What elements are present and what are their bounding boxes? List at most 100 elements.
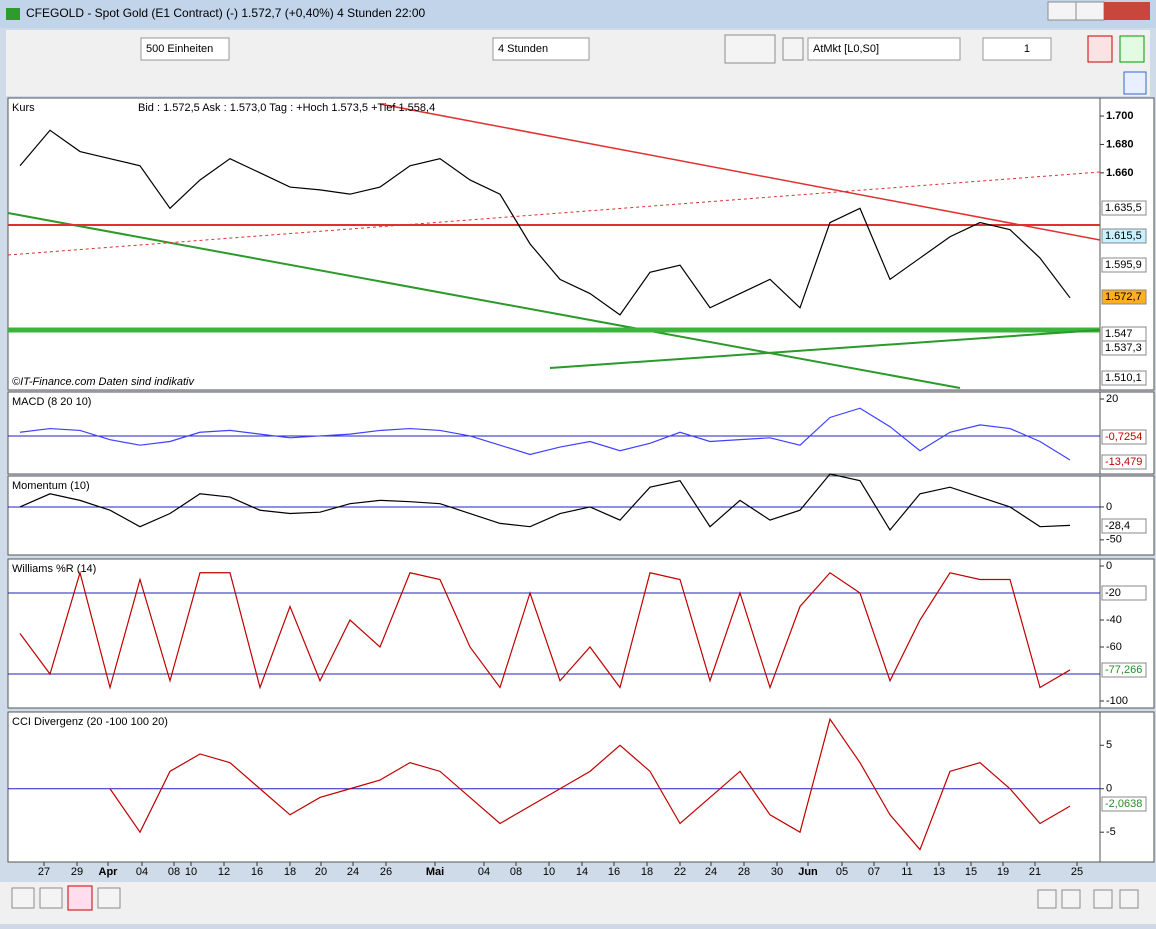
panel-axis xyxy=(1099,711,1155,863)
scroll-left[interactable] xyxy=(1037,889,1057,909)
value-box-label: -2,0638 xyxy=(1105,798,1142,810)
y-tick-label: -50 xyxy=(1106,534,1122,546)
y-tick-label: 5 xyxy=(1106,739,1112,751)
zoom-out[interactable] xyxy=(1093,889,1113,909)
value-box-label: 1.537,3 xyxy=(1105,342,1142,354)
settings-button[interactable] xyxy=(782,37,804,61)
series-line xyxy=(109,717,1071,851)
value-box xyxy=(1101,370,1147,386)
y-tick-label: 0 xyxy=(1106,783,1112,795)
order-value: AtMkt [L0,S0] xyxy=(813,43,879,55)
x-tick-label: 18 xyxy=(284,866,296,878)
x-tick-label: 21 xyxy=(1029,866,1041,878)
bottom-toolbar xyxy=(0,882,1156,924)
y-tick-label: -100 xyxy=(1106,695,1128,707)
x-tick-label: 25 xyxy=(1071,866,1083,878)
value-box-label: -77,266 xyxy=(1105,664,1142,676)
panel-plot xyxy=(7,711,1101,863)
close-button[interactable] xyxy=(1104,2,1150,20)
panel-title: Kurs xyxy=(12,102,35,114)
value-box-label: 1.615,5 xyxy=(1105,230,1142,242)
interval-value: 4 Stunden xyxy=(498,43,548,55)
interval-dropdown[interactable] xyxy=(492,37,590,61)
trend-line xyxy=(379,103,1101,241)
x-tick-label: 19 xyxy=(997,866,1009,878)
maximize-button[interactable] xyxy=(1075,1,1105,21)
y-tick-label: -40 xyxy=(1106,614,1122,626)
value-box xyxy=(1101,289,1147,305)
print-button[interactable] xyxy=(39,887,63,909)
x-tick-label: 13 xyxy=(933,866,945,878)
x-tick-label: 16 xyxy=(251,866,263,878)
y-tick-label: 1.660 xyxy=(1106,167,1134,179)
value-box xyxy=(1101,257,1147,273)
panel-title: MACD (8 20 10) xyxy=(12,396,91,408)
y-tick-label: 0 xyxy=(1106,501,1112,513)
y-tick-label: -5 xyxy=(1106,826,1116,838)
y-tick-label: 1.700 xyxy=(1106,110,1134,122)
x-tick-label: Mai xyxy=(426,866,444,878)
value-box xyxy=(1101,340,1147,356)
trend-line xyxy=(7,171,1101,256)
sell-button[interactable] xyxy=(1087,35,1113,63)
scroll-right[interactable] xyxy=(1061,889,1081,909)
x-tick-label: Jun xyxy=(798,866,818,878)
value-box xyxy=(1101,518,1147,534)
swap-button[interactable] xyxy=(1123,71,1147,95)
panel-axis xyxy=(1099,558,1155,709)
notes-button[interactable] xyxy=(97,887,121,909)
y-tick-label: 20 xyxy=(1106,393,1118,405)
y-tick-label: -60 xyxy=(1106,641,1122,653)
x-tick-label: 26 xyxy=(380,866,392,878)
zoom-in[interactable] xyxy=(1119,889,1139,909)
panel-plot xyxy=(7,558,1101,709)
value-box-label: 1.510,1 xyxy=(1105,372,1142,384)
value-box-label: 1.572,7 xyxy=(1105,291,1142,303)
x-tick-label: 16 xyxy=(608,866,620,878)
panel-footer: ©IT-Finance.com Daten sind indikativ xyxy=(12,376,195,388)
order-dropdown[interactable] xyxy=(807,37,961,61)
series-line xyxy=(19,407,1071,461)
x-tick-label: 14 xyxy=(576,866,588,878)
x-tick-label: 08 xyxy=(168,866,180,878)
mail-button[interactable] xyxy=(11,887,35,909)
panel-title: Momentum (10) xyxy=(12,480,90,492)
units-dropdown[interactable] xyxy=(140,37,230,61)
value-box xyxy=(1101,796,1147,812)
x-tick-label: 27 xyxy=(38,866,50,878)
x-tick-label: 30 xyxy=(771,866,783,878)
series-line xyxy=(19,473,1071,532)
title-bar xyxy=(0,0,1156,28)
minimize-button[interactable] xyxy=(1047,1,1077,21)
units-value: 500 Einheiten xyxy=(146,43,213,55)
panel-info: Bid : 1.572,5 Ask : 1.573,0 Tag : +Hoch … xyxy=(138,102,435,114)
delete-button[interactable] xyxy=(67,885,93,911)
panel-plot xyxy=(7,97,1101,391)
x-tick-label: 07 xyxy=(868,866,880,878)
x-tick-label: 15 xyxy=(965,866,977,878)
x-tick-label: 10 xyxy=(543,866,555,878)
quantity-input[interactable] xyxy=(982,37,1052,61)
panel-title: Williams %R (14) xyxy=(12,563,96,575)
value-box xyxy=(1101,454,1147,470)
value-box-label: -0,7254 xyxy=(1105,431,1142,443)
x-tick-label: 29 xyxy=(71,866,83,878)
chart-style-button[interactable] xyxy=(724,34,776,64)
x-tick-label: 04 xyxy=(478,866,490,878)
buy-button[interactable] xyxy=(1119,35,1145,63)
value-box xyxy=(1101,200,1147,216)
trend-line xyxy=(7,212,961,389)
value-box xyxy=(1101,429,1147,445)
panel-plot xyxy=(7,391,1101,475)
panel-plot xyxy=(7,475,1101,556)
panel-title: CCI Divergenz (20 -100 100 20) xyxy=(12,716,168,728)
quantity-value: 1 xyxy=(1024,43,1030,55)
y-tick-label: 1.680 xyxy=(1106,138,1134,150)
series-line xyxy=(19,570,1071,690)
x-tick-label: 10 xyxy=(185,866,197,878)
series-line xyxy=(19,129,1071,316)
value-box-label: -28,4 xyxy=(1105,520,1130,532)
value-box-label: 1.595,9 xyxy=(1105,259,1142,271)
